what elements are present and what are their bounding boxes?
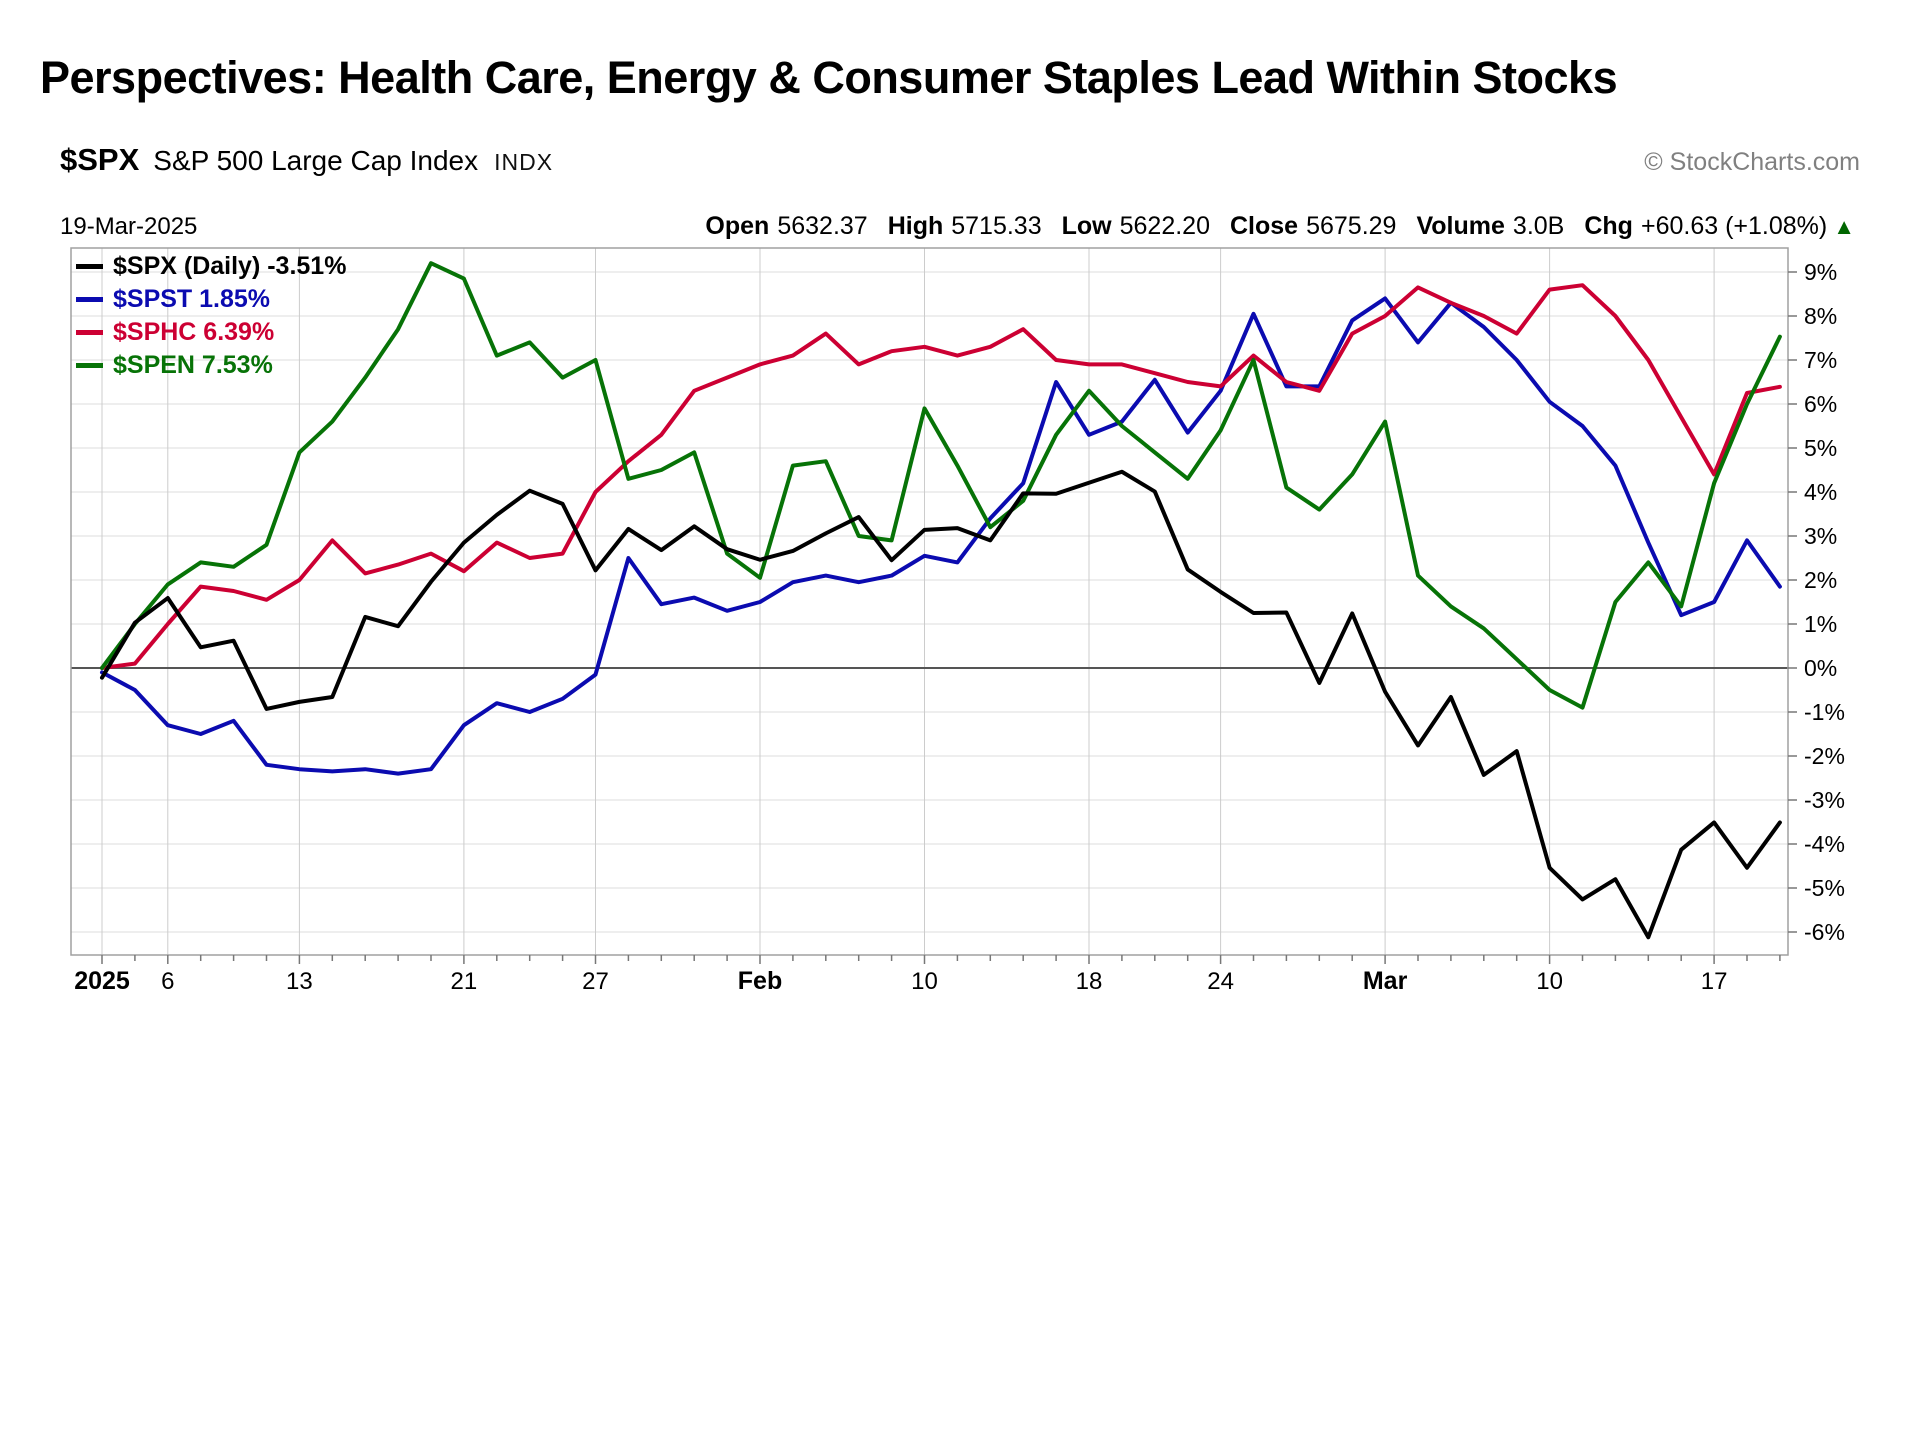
chart-header: $SPX S&P 500 Large Cap Index INDX © Stoc… bbox=[60, 142, 1860, 178]
y-axis-labels: 9% 8% 7% 6% 5% 4% 3% 2% 1% 0% -1% -2% -3% -4% -5% -6% bbox=[1788, 259, 1845, 945]
volume-label: Volume bbox=[1416, 212, 1505, 240]
y-axis-label: 7% bbox=[1804, 347, 1837, 373]
y-axis-label: -3% bbox=[1804, 787, 1845, 813]
y-axis-label: 3% bbox=[1804, 523, 1837, 549]
open-label: Open bbox=[705, 212, 770, 240]
legend-dash-icon bbox=[76, 330, 103, 335]
y-axis-label: -4% bbox=[1804, 831, 1845, 857]
series-spx bbox=[100, 469, 1782, 940]
y-gridlines bbox=[71, 271, 1788, 933]
legend-item: $SPHC 6.39% bbox=[76, 316, 346, 349]
x-axis-label: 27 bbox=[582, 968, 609, 995]
x-axis-label: 10 bbox=[1536, 968, 1563, 995]
series-sphc bbox=[100, 283, 1782, 670]
legend-dash-icon bbox=[76, 297, 103, 302]
high-label: High bbox=[887, 212, 944, 240]
low-label: Low bbox=[1061, 212, 1112, 240]
volume-value: 3.0B bbox=[1512, 212, 1565, 240]
legend-item: $SPST 1.85% bbox=[76, 283, 346, 316]
x-axis-label: 13 bbox=[286, 968, 313, 995]
x-axis-label: 17 bbox=[1701, 968, 1728, 995]
legend-dash-icon bbox=[76, 363, 103, 368]
close-label: Close bbox=[1230, 212, 1299, 240]
y-axis-label: -5% bbox=[1804, 875, 1845, 901]
change-up-icon: ▲ bbox=[1833, 214, 1855, 239]
x-axis-label: Mar bbox=[1363, 967, 1408, 995]
x-axis-label: 21 bbox=[451, 968, 478, 995]
change-value: +60.63 (+1.08%) bbox=[1640, 212, 1828, 240]
x-axis-labels: 2025 6 13 21 27 Feb 10 18 24 Mar 10 17 bbox=[74, 967, 1727, 995]
series-spst bbox=[100, 296, 1782, 776]
chart-date: 19-Mar-2025 bbox=[60, 213, 198, 240]
series-spen bbox=[100, 261, 1782, 710]
change-label: Chg bbox=[1584, 212, 1633, 240]
x-axis-label: 6 bbox=[161, 968, 174, 995]
legend-dash-icon bbox=[76, 264, 103, 269]
ohlc-group: Open 5632.37 High 5715.33 Low 5622.20 Cl… bbox=[685, 212, 1855, 241]
index-name: S&P 500 Large Cap Index bbox=[153, 145, 479, 176]
x-axis-label: 18 bbox=[1076, 968, 1103, 995]
legend-label: $SPEN 7.53% bbox=[113, 351, 273, 379]
chart-legend: $SPX (Daily) -3.51% $SPST 1.85% $SPHC 6.39… bbox=[76, 250, 346, 382]
x-axis-label: 24 bbox=[1207, 968, 1234, 995]
ticker-symbol: $SPX bbox=[60, 142, 140, 177]
high-value: 5715.33 bbox=[951, 212, 1042, 240]
low-value: 5622.20 bbox=[1119, 212, 1210, 240]
day-ticks bbox=[101, 955, 1781, 964]
y-axis-label: -1% bbox=[1804, 699, 1845, 725]
legend-label: $SPHC 6.39% bbox=[113, 318, 275, 346]
y-axis-label: -6% bbox=[1804, 919, 1845, 945]
y-axis-label: 1% bbox=[1804, 611, 1837, 637]
x-axis-label: 2025 bbox=[74, 967, 130, 995]
page-title: Perspectives: Health Care, Energy & Cons… bbox=[40, 52, 1618, 103]
plot-border bbox=[70, 247, 1789, 956]
legend-label: $SPX (Daily) -3.51% bbox=[113, 252, 347, 280]
y-axis-label: 4% bbox=[1804, 479, 1837, 505]
open-value: 5632.37 bbox=[777, 212, 868, 240]
close-value: 5675.29 bbox=[1306, 212, 1397, 240]
y-axis-label: 0% bbox=[1804, 655, 1837, 681]
legend-item: $SPX (Daily) -3.51% bbox=[76, 250, 346, 283]
y-axis-label: 6% bbox=[1804, 391, 1837, 417]
y-axis-label: 2% bbox=[1804, 567, 1837, 593]
legend-label: $SPST 1.85% bbox=[113, 285, 271, 313]
exchange-label: INDX bbox=[494, 149, 554, 175]
x-axis-label: Feb bbox=[738, 967, 782, 995]
quote-row: 19-Mar-2025 Open 5632.37 High 5715.33 Lo… bbox=[60, 212, 1855, 241]
legend-item: $SPEN 7.53% bbox=[76, 349, 346, 382]
y-axis-label: -2% bbox=[1804, 743, 1845, 769]
x-axis-label: 10 bbox=[911, 968, 938, 995]
stockcharts-watermark: © StockCharts.com bbox=[1644, 148, 1860, 176]
y-axis-label: 8% bbox=[1804, 303, 1837, 329]
y-axis-label: 9% bbox=[1804, 259, 1837, 285]
y-axis-label: 5% bbox=[1804, 435, 1837, 461]
